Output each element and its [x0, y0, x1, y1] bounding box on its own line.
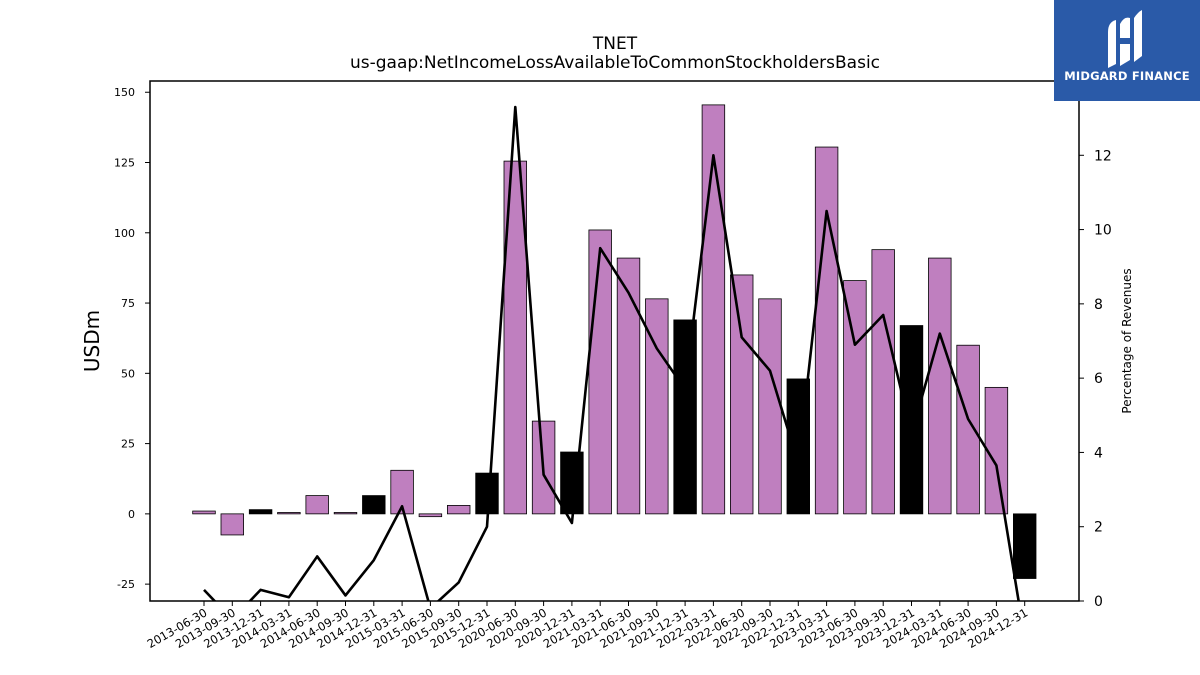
bar-2023-06-30 — [843, 280, 867, 515]
bar-2023-03-31 — [814, 146, 839, 515]
bar-2020-12-31 — [560, 451, 584, 515]
bar-2013-09-30 — [220, 513, 245, 536]
bar-2013-12-31 — [248, 509, 273, 515]
logo-text: MIDGARD FINANCE — [1064, 69, 1190, 83]
bar-2014-03-31 — [277, 512, 301, 515]
y-tick-label: 150 — [114, 86, 135, 99]
y2-tick-label: 4 — [1094, 445, 1103, 461]
y-tick-label: -25 — [117, 578, 135, 591]
bar-2015-03-31 — [390, 469, 414, 515]
bar-2014-12-31 — [362, 495, 386, 515]
y-tick-label: 0 — [128, 508, 135, 521]
y-tick-label: 75 — [121, 297, 135, 310]
y-axis: -25 0 25 50 75 100 125 150 — [114, 86, 150, 591]
y2-tick-label: 6 — [1094, 371, 1103, 387]
bar-2024-06-30 — [956, 344, 980, 515]
bar-2024-09-30 — [984, 386, 1009, 515]
bar-2021-12-31 — [673, 319, 697, 515]
chart-subtitle: us-gaap:NetIncomeLossAvailableToCommonSt… — [350, 53, 880, 73]
bar-2014-09-30 — [333, 512, 358, 515]
percentage-line — [203, 105, 1020, 601]
bar-2021-06-30 — [616, 257, 641, 515]
bar-group — [192, 104, 1037, 579]
y-axis-label: USDm — [80, 310, 104, 372]
bar-2021-09-30 — [645, 298, 669, 515]
y-tick-label: 25 — [121, 438, 135, 451]
bar-2022-09-30 — [758, 298, 782, 515]
bar-2013-06-30 — [192, 510, 216, 515]
y-tick-label: 100 — [114, 227, 135, 240]
bar-2023-09-30 — [871, 249, 895, 515]
bar-2021-03-31 — [588, 229, 612, 515]
bar-2024-03-31 — [928, 257, 952, 515]
bar-2022-03-31 — [701, 104, 726, 515]
bar-2024-12-31 — [1013, 513, 1037, 579]
y2-tick-label: 8 — [1094, 297, 1103, 313]
y2-tick-label: 12 — [1094, 148, 1112, 164]
logo-mark-icon — [1108, 10, 1142, 68]
bar-2022-06-30 — [730, 274, 754, 515]
y2-axis: 0 2 4 6 8 10 12 — [1079, 148, 1112, 610]
y-tick-label: 125 — [114, 157, 135, 170]
bar-2014-06-30 — [305, 495, 329, 515]
chart-title: TNET — [592, 34, 638, 54]
line-group — [203, 105, 1020, 601]
bar-2015-06-30 — [418, 513, 443, 518]
bar-2023-12-31 — [899, 325, 924, 515]
y-tick-label: 50 — [121, 367, 135, 380]
bar-2020-06-30 — [503, 160, 528, 515]
y2-tick-label: 10 — [1094, 223, 1112, 239]
y2-axis-label: Percentage of Revenues — [1120, 268, 1134, 413]
y2-tick-label: 2 — [1094, 520, 1103, 536]
y2-tick-label: 0 — [1094, 594, 1103, 610]
plot-frame — [149, 80, 1080, 602]
midgard-finance-logo: MIDGARD FINANCE — [1054, 0, 1200, 101]
x-axis: 2013-06-302013-09-302013-12-312014-03-31… — [145, 601, 1030, 651]
bar-2015-09-30 — [446, 505, 471, 515]
